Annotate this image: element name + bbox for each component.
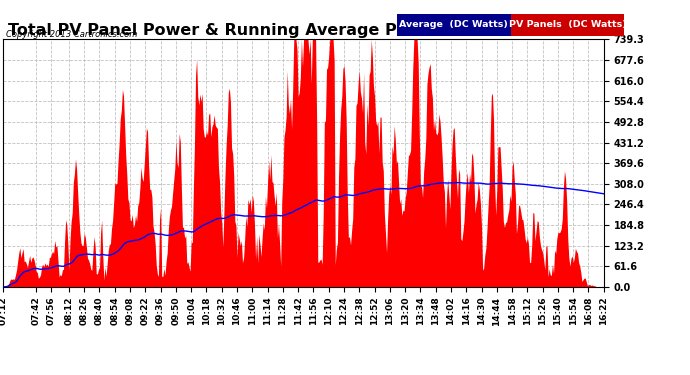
Title: Total PV Panel Power & Running Average Power Wed Nov 6 16:33: Total PV Panel Power & Running Average P… xyxy=(8,23,600,38)
Text: PV Panels  (DC Watts): PV Panels (DC Watts) xyxy=(509,20,627,29)
Text: Copyright 2013 Cartronics.com: Copyright 2013 Cartronics.com xyxy=(6,30,137,39)
Text: Average  (DC Watts): Average (DC Watts) xyxy=(400,20,508,29)
